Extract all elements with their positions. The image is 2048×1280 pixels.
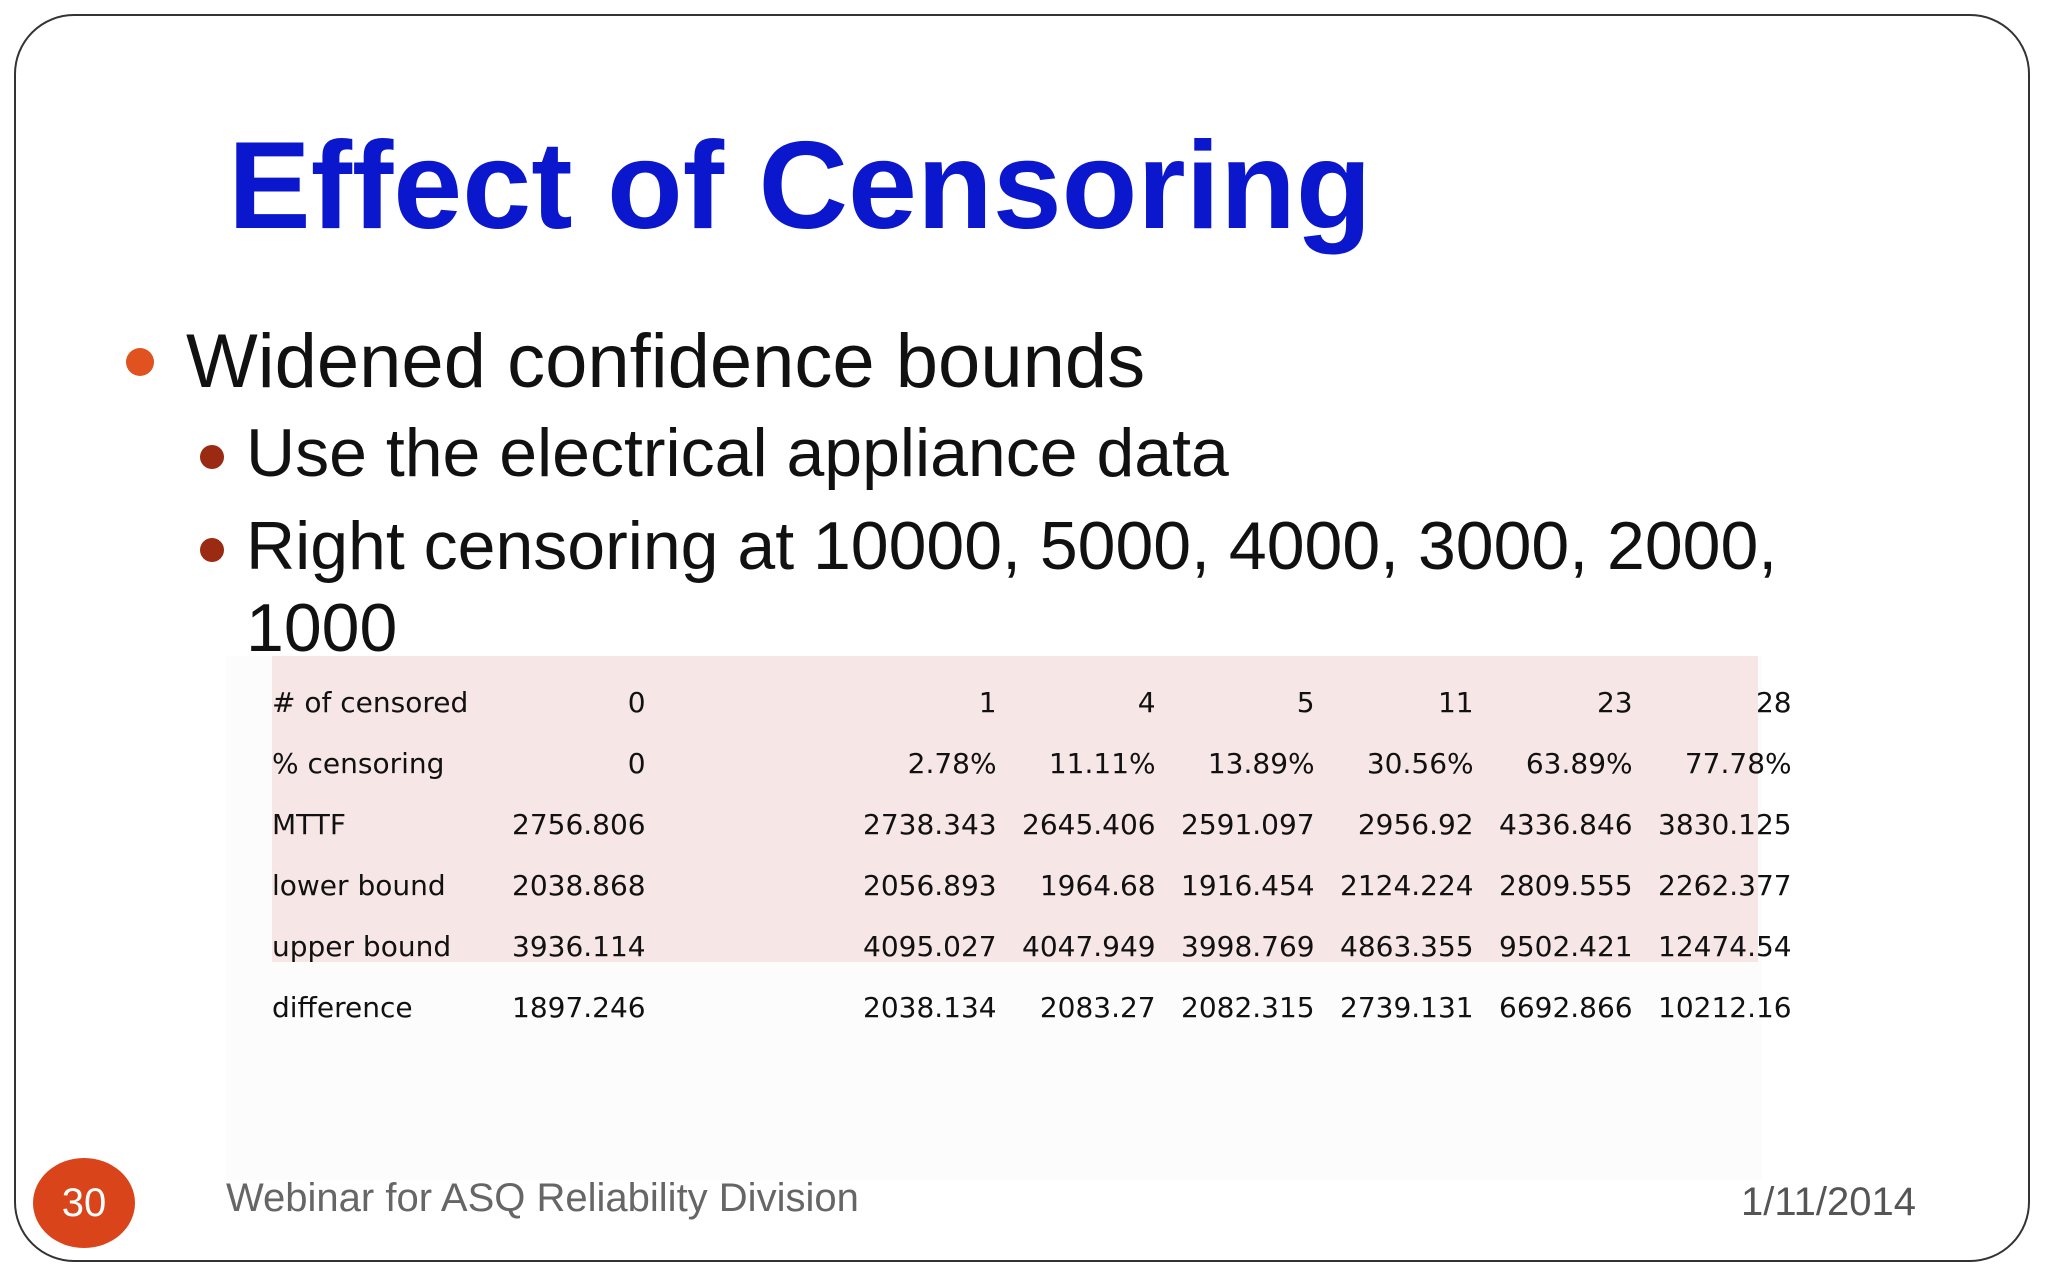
bullet-level1: Widened confidence bounds: [126, 318, 1145, 406]
table-cell: 2.78%: [907, 747, 997, 780]
row-label: lower bound: [272, 869, 446, 902]
table-row: difference 1897.246 2038.134 2083.27 208…: [272, 977, 1792, 1038]
table-cell: 63.89%: [1525, 747, 1633, 780]
table-cell: 13.89%: [1207, 747, 1315, 780]
table-cell: 3936.114: [512, 930, 646, 963]
table-cell: 0: [627, 747, 646, 780]
slide-title: Effect of Censoring: [228, 117, 1372, 255]
table-row: lower bound 2038.868 2056.893 1964.68 19…: [272, 855, 1792, 916]
table-cell: 4: [1137, 686, 1156, 719]
table-cell: 11: [1437, 686, 1474, 719]
table-cell: 2756.806: [512, 808, 646, 841]
table-cell: 4047.949: [1022, 930, 1156, 963]
bullet-dot-icon: [200, 538, 224, 562]
table-cell: 2738.343: [863, 808, 997, 841]
row-label: % censoring: [272, 747, 445, 780]
table-cell: 9502.421: [1499, 930, 1633, 963]
row-label: MTTF: [272, 808, 346, 841]
table-cell: 3830.125: [1658, 808, 1792, 841]
bullet-dot-icon: [126, 348, 154, 376]
table-shaded-region: [272, 656, 1758, 962]
table-cell: 11.11%: [1048, 747, 1156, 780]
table-cell: 2956.92: [1357, 808, 1474, 841]
table-cell: 28: [1755, 686, 1792, 719]
bullet-level2: Use the electrical appliance data: [200, 412, 1866, 494]
table-cell: 0: [627, 686, 646, 719]
table-cell: 2124.224: [1340, 869, 1474, 902]
table-cell: 10212.16: [1658, 991, 1792, 1024]
bullet-level2: Right censoring at 10000, 5000, 4000, 30…: [200, 505, 1866, 669]
table-cell: 2083.27: [1039, 991, 1156, 1024]
table-cell: 4095.027: [863, 930, 997, 963]
table-cell: 77.78%: [1684, 747, 1792, 780]
table-cell: 2739.131: [1340, 991, 1474, 1024]
table-row: upper bound 3936.114 4095.027 4047.949 3…: [272, 916, 1792, 977]
table-cell: 1897.246: [512, 991, 646, 1024]
table-cell: 5: [1296, 686, 1315, 719]
table-cell: 2591.097: [1181, 808, 1315, 841]
row-label: difference: [272, 991, 413, 1024]
row-label: # of censored: [272, 686, 469, 719]
table-cell: 12474.54: [1658, 930, 1792, 963]
table-cell: 6692.866: [1499, 991, 1633, 1024]
table-cell: 30.56%: [1366, 747, 1474, 780]
slide-number-badge: 30: [33, 1158, 135, 1248]
table-cell: 2645.406: [1022, 808, 1156, 841]
table-cell: 1916.454: [1181, 869, 1315, 902]
table-cell: 4863.355: [1340, 930, 1474, 963]
table-row: MTTF 2756.806 2738.343 2645.406 2591.097…: [272, 794, 1792, 855]
table-cell: 2056.893: [863, 869, 997, 902]
censoring-table: # of censored 0 1 4 5 11 23 28 % censori…: [272, 672, 1792, 1038]
table-cell: 23: [1596, 686, 1633, 719]
bullet-dot-icon: [200, 445, 224, 469]
footer-date: 1/11/2014: [1741, 1180, 1916, 1224]
bullet-text: Right censoring at 10000, 5000, 4000, 30…: [246, 508, 1778, 666]
table-row: % censoring 0 2.78% 11.11% 13.89% 30.56%…: [272, 733, 1792, 794]
table-cell: 3998.769: [1181, 930, 1315, 963]
table-cell: 2262.377: [1658, 869, 1792, 902]
bullet-text: Widened confidence bounds: [186, 319, 1146, 404]
table-cell: 1964.68: [1039, 869, 1156, 902]
table-cell: 2082.315: [1181, 991, 1315, 1024]
table-row: # of censored 0 1 4 5 11 23 28: [272, 672, 1792, 733]
footer-text: Webinar for ASQ Reliability Division: [226, 1176, 859, 1220]
table-cell: 2809.555: [1499, 869, 1633, 902]
table-cell: 2038.134: [863, 991, 997, 1024]
row-label: upper bound: [272, 930, 452, 963]
bullet-text: Use the electrical appliance data: [246, 415, 1229, 491]
table-cell: 4336.846: [1499, 808, 1633, 841]
table-cell: 2038.868: [512, 869, 646, 902]
table-cell: 1: [978, 686, 997, 719]
